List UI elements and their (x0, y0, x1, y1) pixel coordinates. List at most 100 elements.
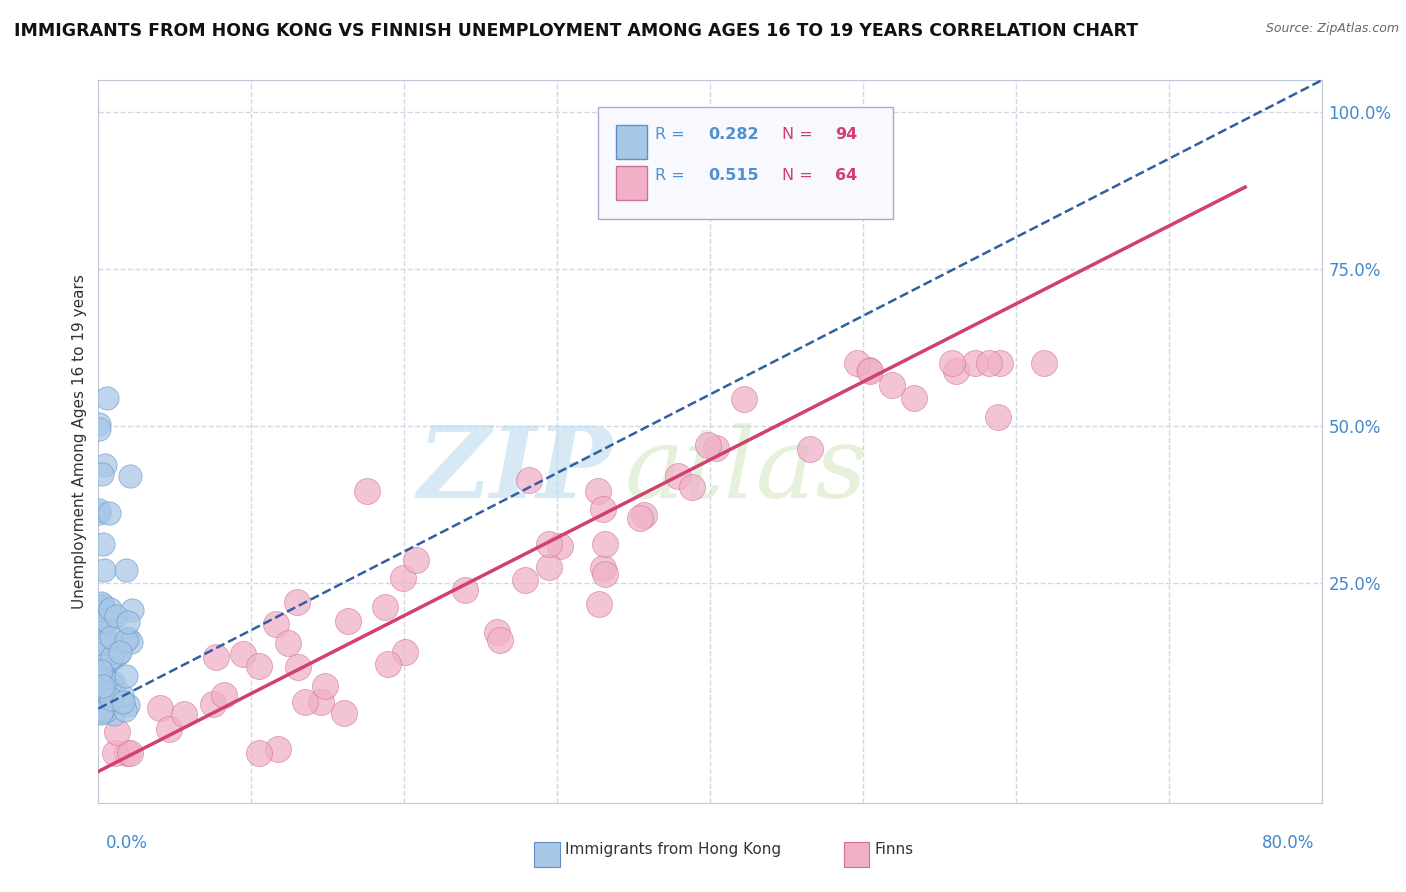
Point (90, 603, 112, 617)
Text: Finns: Finns (875, 842, 914, 857)
Point (97, 653, 120, 667)
Text: 0.0%: 0.0% (105, 834, 148, 852)
Point (111, 695, 134, 709)
Point (101, 610, 124, 624)
Point (103, 707, 125, 722)
Point (100, 639, 122, 653)
Text: 64: 64 (835, 168, 858, 183)
Point (1033, 356, 1056, 370)
Point (94, 704, 117, 718)
Point (706, 442, 728, 456)
Point (91, 679, 114, 693)
Point (96, 632, 118, 646)
Point (666, 469, 689, 483)
Text: N =: N = (782, 127, 818, 142)
Point (89, 616, 111, 631)
Point (107, 724, 129, 739)
Point (311, 695, 333, 709)
Point (294, 695, 316, 709)
Point (94, 650, 117, 665)
Point (157, 722, 180, 736)
Point (100, 692, 122, 706)
Point (89, 675, 111, 690)
Text: N =: N = (782, 168, 818, 183)
Text: ZIP: ZIP (418, 422, 612, 518)
Point (903, 391, 925, 405)
Point (90, 670, 112, 684)
Point (87, 605, 110, 619)
Point (548, 539, 571, 553)
Point (98, 602, 121, 616)
Point (94, 636, 117, 650)
Point (633, 508, 655, 522)
Text: IMMIGRANTS FROM HONG KONG VS FINNISH UNEMPLOYMENT AMONG AGES 16 TO 19 YEARS CORR: IMMIGRANTS FROM HONG KONG VS FINNISH UNE… (14, 22, 1139, 40)
Point (91, 673, 114, 687)
Point (588, 598, 610, 612)
Point (89, 699, 111, 714)
Point (173, 707, 195, 722)
Point (405, 553, 427, 567)
Point (97, 651, 120, 665)
Point (987, 409, 1010, 424)
Point (454, 582, 477, 597)
Point (98, 676, 121, 690)
Point (517, 473, 540, 487)
Point (202, 697, 225, 711)
Point (103, 675, 125, 690)
Point (593, 537, 616, 551)
Point (91, 702, 114, 716)
Point (117, 631, 139, 645)
Point (212, 689, 235, 703)
Point (91, 625, 114, 640)
Point (945, 364, 967, 378)
Point (120, 746, 142, 760)
Point (149, 701, 172, 715)
Point (314, 679, 336, 693)
Point (90, 664, 112, 678)
Point (392, 571, 415, 585)
Point (89, 417, 111, 431)
Point (337, 614, 360, 628)
Point (90, 607, 112, 621)
Point (247, 659, 270, 673)
Point (488, 632, 510, 647)
Point (332, 706, 354, 720)
Text: 0.515: 0.515 (709, 168, 759, 183)
Point (98, 506, 121, 520)
Point (87, 615, 110, 630)
Point (87, 682, 110, 697)
Point (89, 673, 111, 688)
Point (93, 694, 115, 708)
Text: R =: R = (655, 168, 690, 183)
Point (91, 537, 114, 551)
Point (264, 616, 287, 631)
Point (89, 622, 111, 636)
Point (247, 746, 270, 760)
Point (486, 625, 509, 640)
Point (697, 438, 720, 452)
Point (90, 690, 112, 704)
Text: Source: ZipAtlas.com: Source: ZipAtlas.com (1265, 22, 1399, 36)
Point (120, 635, 142, 649)
Point (538, 537, 561, 551)
Point (592, 502, 614, 516)
Point (89, 502, 111, 516)
Point (592, 561, 614, 575)
Point (89, 616, 111, 631)
Text: atlas: atlas (624, 423, 868, 518)
Point (287, 660, 309, 674)
Point (882, 377, 904, 392)
Point (963, 356, 986, 370)
Point (859, 363, 882, 377)
Point (89, 616, 111, 631)
Text: R =: R = (655, 127, 690, 142)
Point (117, 615, 139, 630)
Point (205, 649, 228, 664)
Point (89, 599, 111, 613)
Point (89, 652, 111, 666)
Point (374, 600, 396, 615)
Y-axis label: Unemployment Among Ages 16 to 19 years: Unemployment Among Ages 16 to 19 years (72, 274, 87, 609)
Point (90, 621, 112, 635)
Point (117, 698, 139, 712)
Point (115, 669, 138, 683)
